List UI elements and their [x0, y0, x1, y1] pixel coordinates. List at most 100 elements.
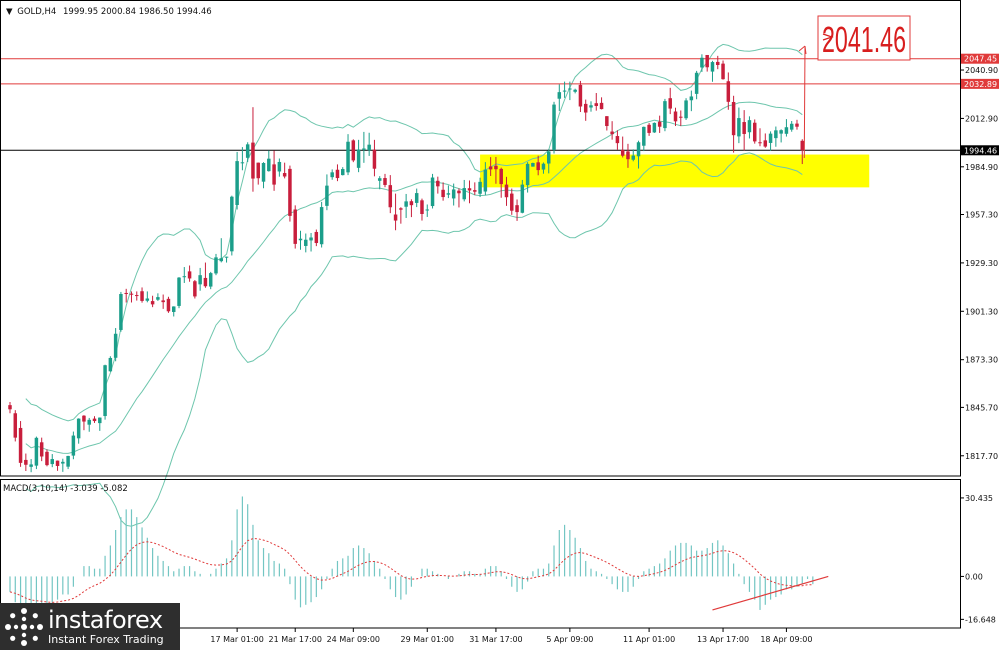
brand-name: instaforex — [48, 606, 163, 634]
target-box — [817, 15, 911, 61]
candle-body — [795, 123, 799, 127]
candle-body — [219, 258, 224, 262]
candle-body — [531, 163, 535, 167]
candle-body — [573, 89, 577, 92]
candle-body — [414, 193, 419, 203]
candle-body — [251, 142, 255, 179]
candle-body — [288, 168, 292, 216]
candle-body — [108, 357, 113, 372]
candle-body — [684, 100, 688, 119]
projection-arrow-line — [803, 45, 806, 158]
time-tick-label: 17 Mar 01:00 — [210, 635, 263, 644]
candle-body — [562, 90, 567, 92]
candle-body — [404, 201, 408, 207]
candle-body — [182, 276, 187, 278]
candle-body — [8, 405, 12, 410]
candle-body — [705, 54, 709, 68]
brand-logo: instaforex Instant Forex Trading — [0, 603, 180, 650]
candle-body — [626, 151, 630, 160]
candle-body — [261, 163, 266, 182]
candle-body — [388, 185, 393, 208]
level-tag-0 — [961, 53, 999, 64]
candle-body — [351, 140, 356, 161]
candle-body — [156, 297, 160, 300]
candle-body — [737, 118, 741, 137]
candle-body — [39, 442, 44, 457]
candle-body — [61, 461, 65, 464]
price-panel: 2041.46 — [0, 15, 960, 527]
candle-body — [341, 169, 345, 176]
candle-body — [605, 116, 609, 127]
candle-body — [383, 178, 387, 185]
candle-body — [520, 184, 525, 213]
candle-body — [177, 277, 181, 306]
candle-body — [420, 200, 424, 214]
candle-body — [24, 459, 28, 465]
candle-body — [208, 273, 213, 287]
candle-body — [536, 162, 540, 171]
candle-body — [668, 98, 672, 109]
candle-body — [742, 122, 746, 134]
candle-body — [694, 72, 699, 94]
candle-body — [45, 451, 49, 466]
candle-body — [203, 277, 208, 287]
candle-body — [620, 149, 625, 156]
candle-body — [768, 133, 773, 143]
instaforex-logo-icon — [5, 607, 43, 646]
candle-body — [789, 123, 794, 130]
candle-body — [636, 142, 641, 157]
candle-body — [731, 101, 736, 136]
candle-body — [224, 256, 229, 258]
candle-body — [377, 178, 382, 181]
candle-body — [494, 165, 498, 170]
bollinger-middle-line — [25, 101, 803, 454]
candle-body — [525, 163, 530, 186]
candle-body — [13, 413, 18, 438]
candle-body — [135, 295, 139, 297]
price-tick-label: 2040.90 — [965, 66, 998, 75]
candle-body — [362, 148, 366, 150]
candle-body — [763, 140, 768, 147]
candle-body — [335, 169, 340, 179]
candle-body — [568, 88, 572, 90]
time-tick-label: 11 Apr 01:00 — [623, 635, 675, 644]
target-arrow-icon — [822, 33, 834, 41]
candle-body — [679, 116, 683, 118]
time-tick-label: 24 Mar 09:00 — [327, 635, 380, 644]
current-price-label: 1994.46 — [964, 146, 997, 155]
candle-body — [499, 168, 503, 185]
candle-body — [161, 300, 165, 303]
candle-body — [66, 455, 70, 467]
candle-body — [557, 92, 562, 99]
level-label-1: 2032.89 — [964, 80, 997, 89]
candle-body — [467, 188, 472, 191]
macd-trend-line — [712, 575, 829, 611]
candle-body — [721, 63, 725, 80]
time-tick-label: 18 Apr 09:00 — [760, 635, 812, 644]
candle-body — [446, 193, 451, 195]
time-tick-label: 5 Apr 09:00 — [546, 635, 593, 644]
candle-body — [441, 189, 445, 198]
candle-body — [309, 237, 313, 241]
candle-body — [541, 163, 546, 170]
candle-body — [473, 190, 477, 192]
candle-body — [800, 140, 805, 151]
time-tick-label: 13 Apr 17:00 — [697, 635, 749, 644]
time-tick-label: 21 Mar 17:00 — [269, 635, 322, 644]
candle-body — [663, 101, 667, 129]
price-tick-label: 1845.70 — [965, 403, 998, 412]
candle-body — [230, 196, 234, 252]
candle-body — [631, 155, 635, 160]
level-tag-1 — [961, 78, 999, 89]
candle-body — [198, 275, 202, 285]
candle-body — [594, 103, 599, 106]
price-tick-label: 1873.30 — [965, 356, 998, 365]
candle-body — [462, 188, 466, 200]
candle-body — [399, 208, 403, 210]
macd-tick-label: -16.648 — [965, 615, 996, 624]
candle-body — [583, 103, 588, 113]
candle-body — [346, 141, 350, 173]
candle-body — [235, 161, 239, 206]
candle-body — [293, 209, 297, 244]
